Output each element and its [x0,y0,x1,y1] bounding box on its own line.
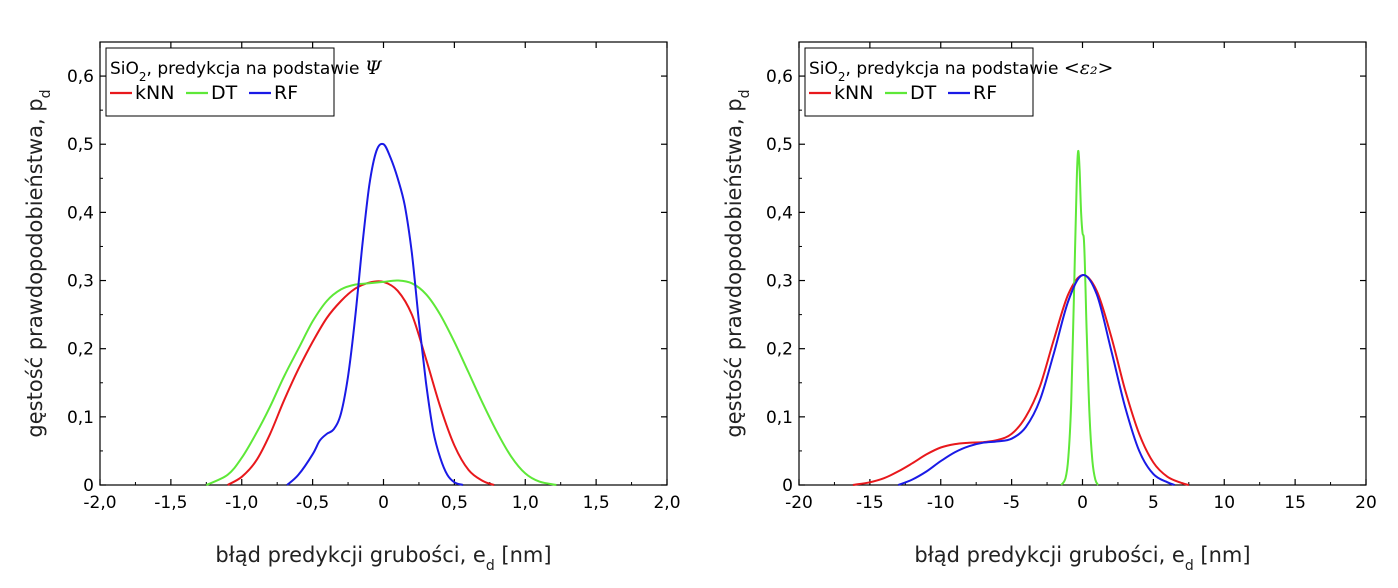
x-tick-label: -2,0 [83,493,116,513]
legend-label-knn: kNN [834,82,873,104]
legend-title: SiO2, predykcja na podstawie <ε₂> [809,57,1113,84]
x-axis-title: błąd predykcji grubości, ed [nm] [914,543,1250,574]
series-line-dt [1060,149,1099,486]
text-part: <ε₂> [1064,57,1114,79]
x-tick-label: -1,5 [154,493,187,513]
text-part: Ψ [365,57,383,79]
x-tick-label: -1,0 [225,493,258,513]
legend-label-knn: kNN [135,82,174,104]
text-part: SiO [809,59,838,79]
y-tick-label: 0 [83,476,94,496]
x-axis-title: błąd predykcji grubości, ed [nm] [215,543,551,574]
text-part: , predykcja na podstawie [147,59,365,79]
text-part: 2 [838,70,846,84]
text-part: błąd predykcji grubości, e [215,543,485,567]
y-tick-label: 0,4 [766,203,793,223]
text-part: błąd predykcji grubości, e [914,543,1184,567]
y-axis-title: gęstość prawdopodobieństwa, pd [23,89,54,437]
x-tick-label: -20 [785,493,813,513]
x-tick-label: 10 [1213,493,1235,513]
series-line-knn [852,274,1190,486]
x-tick-label: 5 [1148,493,1159,513]
y-tick-label: 0,1 [67,408,94,428]
y-tick-label: 0,2 [766,340,793,360]
text-part: SiO [110,59,139,79]
legend-label-dt: DT [910,82,937,104]
legend-label-rf: RF [973,82,997,104]
x-tick-label: 2,0 [653,493,680,513]
legend-title: SiO2, predykcja na podstawie Ψ [110,57,383,84]
legend-label-rf: RF [274,82,298,104]
x-tick-label: 0 [378,493,389,513]
y-tick-label: 0,5 [67,135,94,155]
legend-box [804,47,1034,117]
series-line-knn [227,280,495,486]
y-tick-label: 0,3 [766,272,793,292]
x-tick-label: 0,5 [441,493,468,513]
x-tick-label: 20 [1355,493,1377,513]
y-tick-label: 0,6 [766,67,793,87]
x-tick-label: 15 [1284,493,1306,513]
x-tick-label: -0,5 [296,493,329,513]
y-tick-label: 0,2 [67,340,94,360]
x-tick-label: -15 [856,493,884,513]
y-tick-label: 0,6 [67,67,94,87]
y-tick-label: 0,3 [67,272,94,292]
y-tick-label: 0,1 [766,408,793,428]
chart-panel-1: -2,0 -1,5 -1,0 -0,5 0 0,5 1,0 1,5 2,0 0 0,1 0,2 0,3 0… [23,41,681,574]
series-line-dt [205,279,557,486]
y-tick-label: 0,5 [766,135,793,155]
x-tick-label: 1,5 [583,493,610,513]
x-tick-label: 1,0 [512,493,539,513]
series-line-rf [286,142,464,486]
text-part: [nm] [1194,543,1251,567]
text-part: d [486,558,495,574]
text-part: , predykcja na podstawie [846,59,1064,79]
legend-label-dt: DT [211,82,238,104]
x-tick-label: -5 [1003,493,1020,513]
text-part: 2 [139,70,147,84]
legend-box [105,47,335,117]
text-part: d [38,89,54,98]
text-part: gęstość prawdopodobieństwa, p [23,98,47,437]
chart-panel-2: -20 -15 -10 -5 0 5 10 15 20 0 0,1 0,2 0,3 0,4 0,5 0,6 Si… [722,41,1377,574]
x-tick-label: -10 [927,493,955,513]
text-part: gęstość prawdopodobieństwa, p [722,98,746,437]
x-tick-label: 0 [1077,493,1088,513]
text-part: [nm] [495,543,552,567]
text-part: d [737,89,753,98]
text-part: d [1185,558,1194,574]
y-axis-title: gęstość prawdopodobieństwa, pd [722,89,753,437]
y-tick-label: 0,4 [67,203,94,223]
y-tick-label: 0 [782,476,793,496]
series-line-rf [897,274,1176,486]
